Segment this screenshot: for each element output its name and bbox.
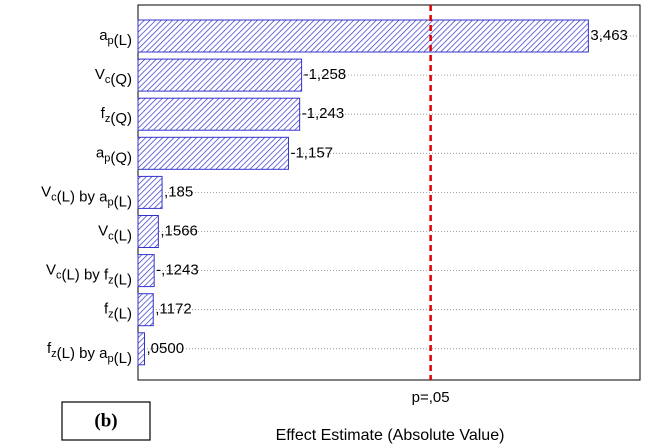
category-label: Vc(L) by fz(L) [46, 262, 132, 289]
value-label: -1,157 [290, 144, 333, 161]
value-label: ,1172 [155, 301, 191, 318]
category-label: Vc(L) by ap(L) [41, 183, 132, 210]
value-label: ,1566 [160, 222, 198, 239]
reference-label: p=,05 [412, 389, 450, 406]
category-label: ap(L) [99, 27, 132, 49]
category-label: fz(L) [104, 301, 132, 323]
bar [137, 58, 303, 92]
value-label: ,0500 [147, 340, 185, 357]
bar [137, 254, 155, 288]
bar [137, 215, 159, 248]
category-label: fz(Q) [101, 105, 132, 127]
category-label: Vc(Q) [95, 66, 132, 88]
value-label: -,1243 [156, 262, 199, 279]
bar [137, 293, 154, 327]
value-label: ,185 [164, 183, 193, 200]
value-label: -1,243 [302, 105, 345, 122]
value-label: 3,463 [590, 27, 628, 44]
category-label: fz(L) by ap(L) [47, 340, 132, 367]
bar [137, 97, 301, 131]
bar [137, 19, 589, 53]
bar [137, 136, 289, 170]
x-axis-label: Effect Estimate (Absolute Value) [276, 427, 505, 444]
category-label: ap(Q) [96, 144, 132, 166]
panel-label: (b) [94, 410, 117, 431]
category-label: Vc(L) [98, 222, 132, 244]
bar [137, 175, 163, 209]
panel-box [61, 401, 151, 441]
bar [137, 332, 146, 366]
value-label: -1,258 [304, 66, 347, 83]
